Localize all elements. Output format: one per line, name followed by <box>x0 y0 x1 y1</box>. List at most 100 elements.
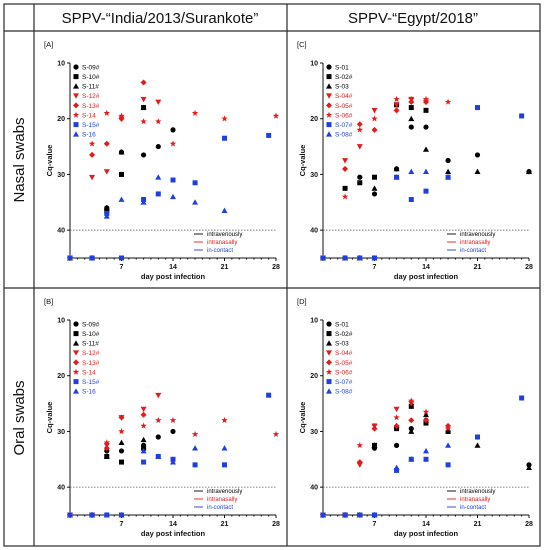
data-point <box>356 121 363 128</box>
data-point <box>371 107 378 114</box>
column-header-egypt: SPPV-“Egypt/2018” <box>348 10 478 27</box>
data-point <box>371 126 378 133</box>
panel-label: [B] <box>44 297 53 306</box>
legend-entry: S-11# <box>82 341 99 348</box>
legend-entry: S-16 <box>82 389 96 396</box>
legend-marker <box>73 64 79 70</box>
legend-entry: S-10# <box>82 331 100 338</box>
x-tick-label: 7 <box>120 521 124 528</box>
x-tick-label: 28 <box>272 264 280 271</box>
x-tick-label: 14 <box>169 264 177 271</box>
legend-marker <box>73 122 79 128</box>
data-point <box>393 95 400 102</box>
data-point <box>222 462 227 468</box>
data-point <box>155 143 161 150</box>
data-point <box>140 422 147 429</box>
data-point <box>408 197 414 202</box>
data-point <box>526 464 532 471</box>
legend-marker <box>326 350 332 356</box>
y-tick-label: 30 <box>57 172 65 179</box>
data-point <box>423 124 429 130</box>
legend-entry: S-06# <box>335 112 353 119</box>
data-point <box>408 105 414 111</box>
data-point <box>103 204 110 211</box>
data-point <box>423 447 429 454</box>
data-point <box>88 140 96 147</box>
route-legend-entry: in-contact <box>207 248 233 254</box>
legend-entry: S-12# <box>82 350 100 357</box>
data-point <box>221 416 228 424</box>
legend-marker <box>72 111 80 118</box>
legend-entry: S-02# <box>335 331 353 338</box>
legend-entry: S-10# <box>82 74 100 81</box>
data-point <box>266 392 272 398</box>
data-point <box>155 191 161 197</box>
legend-marker <box>73 359 79 366</box>
data-point <box>221 207 228 214</box>
legend-entry: S-06# <box>335 369 353 376</box>
x-tick-label: 28 <box>272 521 280 528</box>
data-point <box>475 434 480 440</box>
data-point <box>320 512 326 518</box>
data-point <box>356 126 364 133</box>
x-axis-label: day post infection <box>394 529 459 538</box>
legend-marker <box>326 83 332 89</box>
data-point <box>118 448 125 454</box>
legend-entry: S-08# <box>335 132 353 139</box>
legend-marker <box>73 321 79 327</box>
x-axis-label: day post infection <box>141 272 206 281</box>
data-point <box>103 445 110 452</box>
data-point <box>408 168 415 175</box>
legend-entry: S-02# <box>335 74 353 81</box>
data-point <box>445 442 452 448</box>
data-point <box>408 456 415 462</box>
legend-entry: S-09# <box>82 321 100 328</box>
legend-entry: S-15# <box>82 122 100 129</box>
legend-entry: S-13# <box>82 360 100 367</box>
data-point <box>222 135 227 141</box>
data-point <box>356 462 363 468</box>
legend-marker <box>326 93 332 99</box>
route-legend-entry: intravenously <box>460 232 495 238</box>
data-point <box>393 165 400 172</box>
data-point <box>192 180 198 186</box>
data-point <box>170 177 176 183</box>
data-point <box>342 255 349 261</box>
legend-marker <box>326 379 332 385</box>
data-point <box>474 168 481 175</box>
data-point <box>103 140 110 147</box>
legend-entry: S-13# <box>82 103 100 110</box>
x-tick-label: 21 <box>221 521 229 528</box>
data-point <box>320 255 326 261</box>
data-point <box>408 397 415 404</box>
x-tick-label: 21 <box>474 521 482 528</box>
x-tick-label: 7 <box>373 264 377 271</box>
data-point <box>155 118 162 125</box>
legend-entry: S-01 <box>335 321 349 328</box>
y-tick-label: 30 <box>310 172 318 179</box>
data-point <box>118 196 125 202</box>
data-point <box>140 436 147 443</box>
data-point <box>342 158 349 164</box>
legend-marker <box>326 388 332 394</box>
legend-marker <box>73 340 79 346</box>
chart-panel: [D] 10 20 30 40 7 14 21 28 day post infection Cq-v… <box>297 297 533 538</box>
data-point <box>444 425 452 432</box>
data-point <box>341 193 349 200</box>
data-point <box>408 115 415 122</box>
data-point <box>155 434 161 440</box>
data-point <box>393 174 400 180</box>
data-point <box>371 191 378 197</box>
y-tick-label: 30 <box>57 429 65 436</box>
y-axis-label: Cq-value <box>45 145 54 177</box>
data-point <box>170 428 176 435</box>
y-axis-label: Cq-value <box>298 402 307 434</box>
data-point <box>445 157 451 164</box>
data-point <box>170 127 176 133</box>
data-point <box>526 168 532 175</box>
data-point <box>89 512 96 518</box>
data-point <box>140 96 147 103</box>
data-point <box>342 512 349 518</box>
legend-marker <box>73 102 79 109</box>
data-point <box>140 79 147 86</box>
